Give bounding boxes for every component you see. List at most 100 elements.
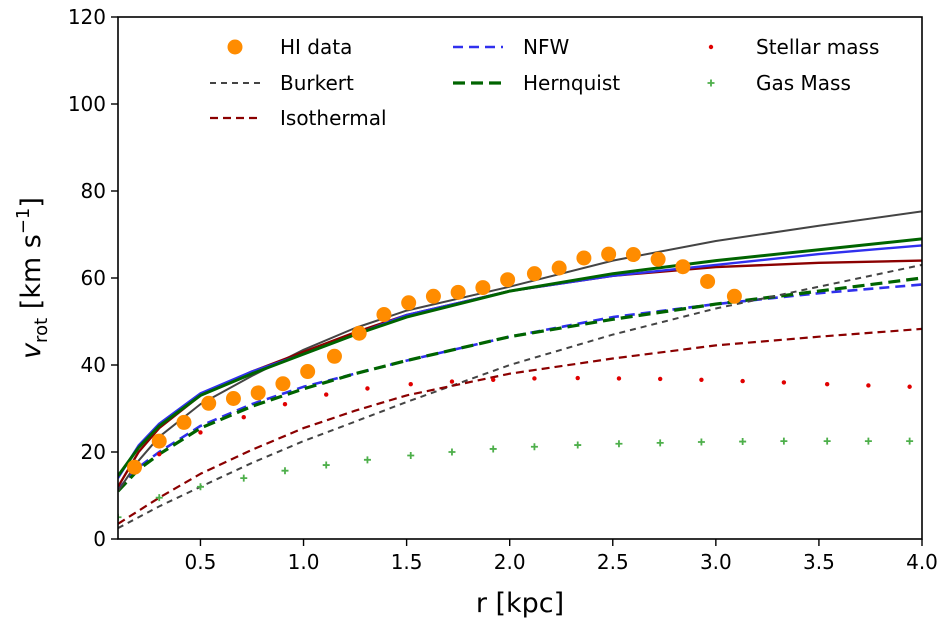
- hi-data-point: [126, 459, 142, 475]
- stellar-mass-point: [532, 376, 537, 381]
- hi-data-point: [650, 251, 666, 267]
- marker-series-layer: [118, 246, 914, 521]
- y-axis-label-symbol: v: [16, 342, 47, 359]
- hi-data-point: [450, 284, 466, 300]
- x-tick-label: 3.0: [700, 550, 732, 574]
- legend-item-burkert: Burkert: [210, 71, 354, 95]
- stellar-mass-point: [824, 381, 830, 387]
- legend-item-gas-mass: Gas Mass: [707, 71, 851, 95]
- gas-mass-point: [363, 456, 371, 464]
- hi-data-point: [726, 288, 742, 304]
- hi-data-point: [225, 390, 241, 406]
- x-tick-label: 0.5: [185, 550, 217, 574]
- legend-item-hi-data: HI data: [227, 35, 352, 59]
- stellar-mass-point: [449, 379, 455, 384]
- stellar-mass-point: [616, 376, 622, 381]
- legend-label: Hernquist: [523, 71, 620, 95]
- y-tick-label: 80: [81, 179, 106, 203]
- gas-mass-point: [574, 441, 582, 449]
- y-tick-label: 100: [68, 92, 106, 116]
- gas-mass-point: [656, 439, 664, 447]
- legend-symbol: [227, 39, 243, 55]
- legend-label: Burkert: [280, 71, 354, 95]
- stellar-mass-point: [365, 386, 370, 391]
- hernquist-model-line: [118, 276, 922, 493]
- gas-mass-point: [489, 445, 497, 453]
- stellar-mass-point: [740, 378, 745, 384]
- gas-mass-point: [281, 467, 289, 475]
- stellar-mass-point: [907, 384, 912, 389]
- legend-item-stellar-mass: Stellar mass: [708, 35, 879, 59]
- fitted-curve-6: [118, 244, 922, 479]
- hi-data-point: [376, 307, 392, 323]
- stellar-mass-point: [575, 375, 580, 381]
- gas-mass-point: [864, 437, 872, 445]
- hi-data-point: [675, 259, 691, 275]
- hi-data-point: [425, 288, 441, 304]
- legend-label: Isothermal: [280, 106, 387, 130]
- x-axis-label: r [kpc]: [476, 588, 564, 619]
- gas-mass-point: [823, 437, 831, 445]
- legend-item-nfw: NFW: [453, 35, 569, 59]
- gas-mass-point: [448, 448, 456, 456]
- legend-label: HI data: [280, 35, 352, 59]
- stellar-mass-point: [241, 415, 246, 420]
- stellar-mass-point: [657, 376, 663, 382]
- stellar-mass-point: [699, 377, 704, 382]
- y-tick-label: 0: [93, 527, 106, 551]
- stellar-mass-point: [781, 380, 787, 385]
- gas-mass-point: [906, 437, 914, 445]
- axis-ticks: 0.5 1.0 1.5 2.0 2.5 3.0 3.5 4.0 0 20 40 60 80 100 120: [68, 5, 938, 574]
- hi-data-point: [201, 395, 217, 411]
- legend-label: NFW: [523, 35, 569, 59]
- plot-frame: [117, 16, 923, 540]
- hi-data-point: [275, 376, 291, 392]
- legend: HI data NFW Stellar mass Burkert Hernquist Ga…: [210, 35, 879, 130]
- y-axis-label-close: ]: [16, 197, 47, 208]
- hi-data-point: [151, 433, 167, 449]
- fitted-curve-7: [118, 237, 922, 477]
- stellar-mass-point: [198, 430, 203, 435]
- hi-data-point: [500, 272, 516, 288]
- stellar-mass-point: [491, 377, 496, 382]
- hi-data-point: [176, 414, 192, 430]
- x-tick-label: 4.0: [906, 550, 938, 574]
- gas-mass-point: [530, 443, 538, 451]
- isothermal-model-line: [118, 327, 922, 525]
- fitted-curve-4: [118, 210, 922, 492]
- hi-data-point: [551, 260, 567, 276]
- burkert-model-line: [118, 263, 922, 529]
- gas-mass-point: [240, 474, 248, 482]
- x-tick-label: 1.5: [391, 550, 423, 574]
- stellar-mass-point: [282, 401, 288, 407]
- line-series-layer: [118, 210, 922, 529]
- x-tick-label: 1.0: [288, 550, 320, 574]
- legend-item-isothermal: Isothermal: [210, 106, 387, 130]
- gas-mass-point: [780, 437, 788, 445]
- gas-mass-point: [407, 451, 415, 459]
- hi-data-point: [475, 280, 491, 296]
- hi-data-point: [700, 273, 716, 289]
- y-axis-label: vrot [km s−1]: [13, 197, 52, 359]
- x-tick-label: 2.0: [494, 550, 526, 574]
- gas-mass-point: [739, 438, 747, 446]
- x-tick-label: 2.5: [597, 550, 629, 574]
- hi-data-point: [576, 250, 592, 266]
- nfw-model-line: [118, 283, 922, 490]
- hi-data-point: [401, 295, 417, 311]
- x-tick-label: 3.5: [803, 550, 835, 574]
- legend-label: Gas Mass: [756, 71, 851, 95]
- hi-data-point: [250, 385, 266, 401]
- y-axis-label-units: [km s: [16, 234, 47, 318]
- hi-data-point: [326, 348, 342, 364]
- hi-data-point: [300, 364, 316, 380]
- legend-label: Stellar mass: [756, 35, 879, 59]
- legend-symbol: [708, 44, 714, 50]
- gas-mass-point: [615, 440, 623, 448]
- stellar-mass-point: [157, 451, 162, 457]
- stellar-mass-point: [866, 383, 871, 388]
- y-tick-label: 120: [68, 5, 106, 29]
- legend-symbol: [707, 79, 715, 87]
- hi-data-point: [351, 325, 367, 341]
